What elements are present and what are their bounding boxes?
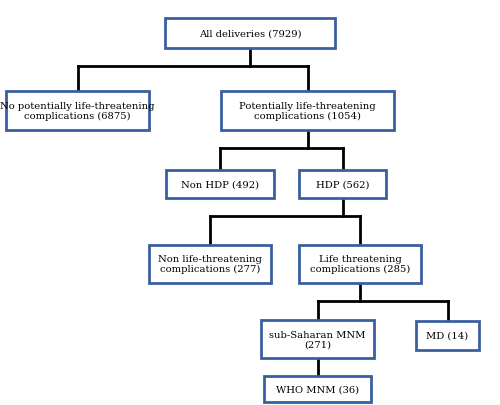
FancyBboxPatch shape — [221, 91, 394, 131]
FancyBboxPatch shape — [166, 171, 274, 199]
FancyBboxPatch shape — [261, 321, 374, 358]
Text: All deliveries (7929): All deliveries (7929) — [198, 29, 302, 38]
Text: Life threatening
complications (285): Life threatening complications (285) — [310, 254, 410, 274]
FancyBboxPatch shape — [165, 19, 335, 49]
FancyBboxPatch shape — [298, 245, 421, 283]
Text: WHO MNM (36): WHO MNM (36) — [276, 385, 359, 394]
FancyBboxPatch shape — [149, 245, 271, 283]
Text: MD (14): MD (14) — [426, 331, 469, 340]
Text: Non life-threatening
complications (277): Non life-threatening complications (277) — [158, 254, 262, 274]
Text: Potentially life-threatening
complications (1054): Potentially life-threatening complicatio… — [239, 101, 376, 121]
FancyBboxPatch shape — [264, 376, 371, 402]
FancyBboxPatch shape — [416, 321, 479, 350]
Text: sub-Saharan MNM
(271): sub-Saharan MNM (271) — [270, 330, 366, 349]
Text: No potentially life-threatening
complications (6875): No potentially life-threatening complica… — [0, 101, 155, 121]
FancyBboxPatch shape — [299, 171, 386, 199]
Text: Non HDP (492): Non HDP (492) — [181, 180, 259, 189]
Text: HDP (562): HDP (562) — [316, 180, 369, 189]
FancyBboxPatch shape — [6, 91, 149, 131]
